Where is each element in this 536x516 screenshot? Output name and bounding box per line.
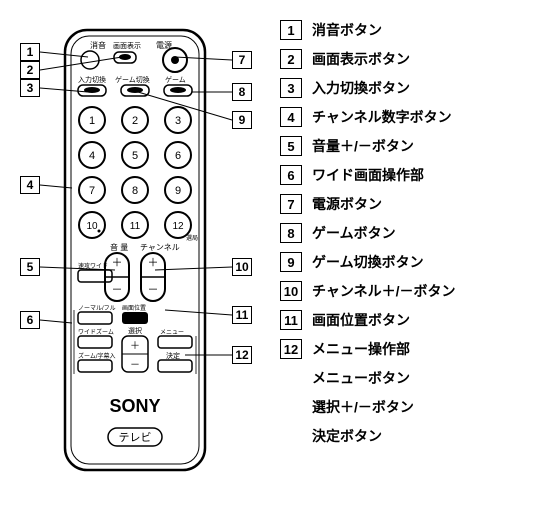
legend-label: メニューボタン [312, 368, 410, 388]
legend-label: チャンネル数字ボタン [312, 107, 452, 127]
legend-row: 9 ゲーム切換ボタン [280, 252, 526, 272]
callout-box-2: 2 [20, 61, 40, 79]
label-game: ゲーム [165, 75, 186, 84]
legend-row: 7 電源ボタン [280, 194, 526, 214]
svg-text:10: 10 [86, 221, 98, 232]
legend-row: 1 消音ボタン [280, 20, 526, 40]
svg-text:選局: 選局 [186, 234, 198, 242]
legend-num: 6 [280, 165, 302, 185]
svg-text:ズーム/字幕入: ズーム/字幕入 [78, 352, 116, 360]
svg-text:9: 9 [175, 185, 181, 197]
legend-row: 選択＋/－ボタン [280, 397, 526, 417]
legend-row: 5 音量＋/－ボタン [280, 136, 526, 156]
legend-num: 5 [280, 136, 302, 156]
svg-text:決定: 決定 [166, 351, 180, 360]
legend-label: 選択＋/－ボタン [312, 397, 414, 417]
legend-num: 9 [280, 252, 302, 272]
legend-label: 音量＋/－ボタン [312, 136, 414, 156]
legend-label: 画面表示ボタン [312, 49, 410, 69]
callout-box-11: 11 [232, 306, 252, 324]
callout-box-1: 1 [20, 43, 40, 61]
legend-num: 4 [280, 107, 302, 127]
svg-text:5: 5 [132, 150, 138, 162]
svg-text:メニュー: メニュー [160, 329, 184, 336]
svg-text:ノーマル/フル: ノーマル/フル [78, 305, 116, 312]
svg-text:4: 4 [89, 150, 95, 162]
screen-pos-button[interactable] [122, 312, 148, 324]
callout-box-7: 7 [232, 51, 252, 69]
svg-text:選択: 選択 [128, 326, 142, 335]
brand-label: SONY [109, 396, 160, 416]
callout-box-6: 6 [20, 311, 40, 329]
callout-box-5: 5 [20, 258, 40, 276]
legend-num: 12 [280, 339, 302, 359]
svg-text:－: － [148, 284, 159, 296]
label-input: 入力切換 [78, 75, 106, 84]
legend-num: 7 [280, 194, 302, 214]
legend-row: 4 チャンネル数字ボタン [280, 107, 526, 127]
svg-text:＋: ＋ [148, 257, 159, 269]
label-mute: 消音 [90, 40, 106, 50]
legend-row: 決定ボタン [280, 426, 526, 446]
legend-num: 1 [280, 20, 302, 40]
label-volume: 音 量 [110, 242, 128, 252]
legend-row: 12 メニュー操作部 [280, 339, 526, 359]
tv-label: テレビ [119, 431, 152, 444]
legend-label: ゲーム切換ボタン [312, 252, 424, 272]
callout-box-10: 10 [232, 258, 252, 276]
callout-box-9: 9 [232, 111, 252, 129]
legend-row: 3 入力切換ボタン [280, 78, 526, 98]
legend-label: ワイド画面操作部 [312, 165, 424, 185]
svg-text:画面位置: 画面位置 [122, 304, 146, 312]
callout-box-8: 8 [232, 83, 252, 101]
legend-row: 8 ゲームボタン [280, 223, 526, 243]
svg-text:2: 2 [132, 115, 138, 127]
legend-row: 6 ワイド画面操作部 [280, 165, 526, 185]
legend-row: 11 画面位置ボタン [280, 310, 526, 330]
label-display: 画面表示 [113, 41, 141, 50]
svg-text:8: 8 [132, 185, 138, 197]
remote-diagram: 消音 画面表示 電源 入力切換 ゲーム切換 ゲーム 1 2 3 4 [10, 10, 260, 490]
legend-row: メニューボタン [280, 368, 526, 388]
callout-box-3: 3 [20, 79, 40, 97]
svg-text:3: 3 [175, 115, 181, 127]
legend-num: 2 [280, 49, 302, 69]
svg-text:6: 6 [175, 150, 181, 162]
legend-label: 決定ボタン [312, 426, 382, 446]
svg-text:－: － [112, 284, 123, 296]
legend-row: 2 画面表示ボタン [280, 49, 526, 69]
legend-label: 画面位置ボタン [312, 310, 410, 330]
legend-label: ゲームボタン [312, 223, 396, 243]
legend-label: チャンネル＋/－ボタン [312, 281, 455, 301]
legend-label: メニュー操作部 [312, 339, 410, 359]
figure-container: 消音 画面表示 電源 入力切換 ゲーム切換 ゲーム 1 2 3 4 [10, 10, 526, 490]
svg-text:1: 1 [89, 115, 95, 127]
callout-box-4: 4 [20, 176, 40, 194]
legend-num: 8 [280, 223, 302, 243]
svg-text:7: 7 [89, 185, 95, 197]
remote-svg: 消音 画面表示 電源 入力切換 ゲーム切換 ゲーム 1 2 3 4 [10, 10, 260, 490]
legend-label: 入力切換ボタン [312, 78, 410, 98]
legend-num: 3 [280, 78, 302, 98]
legend-list: 1 消音ボタン 2 画面表示ボタン 3 入力切換ボタン 4 チャンネル数字ボタン 5 音量＋/－ボ… [280, 10, 526, 490]
svg-text:＋: ＋ [130, 341, 140, 352]
callout-box-12: 12 [232, 346, 252, 364]
svg-text:－: － [130, 360, 140, 371]
svg-text:＋: ＋ [112, 257, 123, 269]
legend-row: 10 チャンネル＋/－ボタン [280, 281, 526, 301]
legend-num: 10 [280, 281, 302, 301]
label-channel: チャンネル [140, 243, 180, 252]
svg-text:11: 11 [130, 221, 141, 232]
legend-label: 電源ボタン [312, 194, 382, 214]
svg-text:ワイドズーム: ワイドズーム [78, 328, 114, 336]
svg-text:速攻ワイド: 速攻ワイド [78, 262, 108, 270]
svg-text:12: 12 [172, 221, 184, 232]
legend-num: 11 [280, 310, 302, 330]
label-game-switch: ゲーム切換 [115, 75, 150, 84]
legend-label: 消音ボタン [312, 20, 382, 40]
